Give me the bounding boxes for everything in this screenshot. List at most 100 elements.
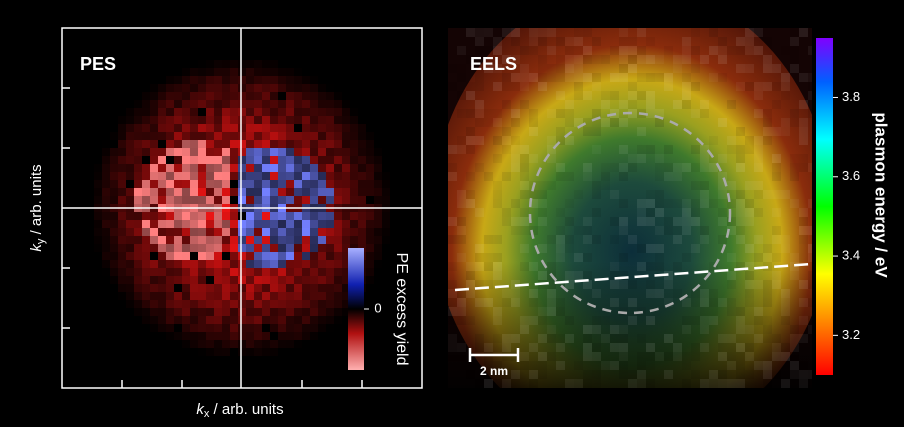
pes-pixel (230, 132, 238, 140)
eels-pixel (718, 208, 727, 217)
pes-pixel (150, 116, 158, 124)
eels-pixel (628, 298, 637, 307)
pes-pixel (294, 276, 302, 284)
eels-pixel (736, 82, 745, 91)
eels-pixel (763, 82, 772, 91)
eels-pixel (538, 64, 547, 73)
eels-pixel (511, 109, 520, 118)
pes-pixel (182, 148, 190, 156)
pes-pixel (110, 228, 118, 236)
eels-pixel (592, 235, 601, 244)
pes-pixel (262, 332, 270, 340)
eels-pixel (754, 235, 763, 244)
eels-pixel (781, 73, 790, 82)
pes-pixel (390, 236, 398, 244)
pes-pixel (134, 132, 142, 140)
eels-pixel (493, 154, 502, 163)
pes-pixel (190, 108, 198, 116)
pes-pixel (238, 52, 246, 60)
pes-pixel (158, 276, 166, 284)
pes-pixel (286, 156, 294, 164)
pes-pixel (166, 164, 174, 172)
eels-pixel (529, 361, 538, 370)
pes-pixel (174, 132, 182, 140)
pes-pixel (118, 188, 126, 196)
pes-pixel (198, 132, 206, 140)
pes-pixel (214, 124, 222, 132)
pes-pixel (374, 132, 382, 140)
pes-pixel (190, 252, 198, 260)
pes-pixel (174, 228, 182, 236)
eels-pixel (691, 82, 700, 91)
pes-pixel (158, 268, 166, 276)
pes-pixel (230, 164, 238, 172)
pes-pixel (230, 188, 238, 196)
pes-pixel (182, 196, 190, 204)
pes-pixel (294, 316, 302, 324)
pes-pixel (350, 100, 358, 108)
eels-pixel (583, 253, 592, 262)
eels-pixel (565, 316, 574, 325)
pes-pixel (334, 228, 342, 236)
pes-pixel (286, 76, 294, 84)
eels-pixel (763, 325, 772, 334)
pes-pixel (334, 116, 342, 124)
pes-pixel (358, 236, 366, 244)
pes-pixel (214, 340, 222, 348)
pes-pixel (334, 148, 342, 156)
pes-pixel (222, 340, 230, 348)
pes-pixel (214, 356, 222, 364)
pes-pixel (150, 148, 158, 156)
eels-pixel (700, 226, 709, 235)
pes-pixel (342, 156, 350, 164)
eels-colorbar-tick-label: 3.6 (842, 168, 860, 183)
pes-pixel (206, 124, 214, 132)
eels-pixel (457, 316, 466, 325)
eels-pixel (754, 136, 763, 145)
pes-pixel (238, 244, 246, 252)
eels-pixel (790, 64, 799, 73)
pes-pixel (150, 196, 158, 204)
eels-pixel (727, 181, 736, 190)
eels-pixel (799, 163, 808, 172)
pes-pixel (198, 332, 206, 340)
pes-pixel (310, 164, 318, 172)
pes-pixel (238, 252, 246, 260)
eels-pixel (520, 163, 529, 172)
eels-pixel (736, 235, 745, 244)
pes-pixel (310, 332, 318, 340)
pes-pixel (254, 244, 262, 252)
eels-colorbar-tick-label: 3.8 (842, 89, 860, 104)
pes-pixel (286, 324, 294, 332)
pes-pixel (286, 140, 294, 148)
pes-pixel (190, 116, 198, 124)
pes-pixel (174, 100, 182, 108)
pes-pixel (190, 348, 198, 356)
pes-pixel (198, 308, 206, 316)
pes-pixel (286, 220, 294, 228)
eels-pixel (601, 361, 610, 370)
eels-pixel (691, 298, 700, 307)
pes-pixel (278, 108, 286, 116)
pes-pixel (102, 244, 110, 252)
pes-pixel (350, 116, 358, 124)
eels-pixel (538, 244, 547, 253)
pes-pixel (278, 132, 286, 140)
pes-pixel (134, 156, 142, 164)
eels-pixel (718, 298, 727, 307)
eels-pixel (781, 244, 790, 253)
pes-pixel (238, 276, 246, 284)
eels-pixel (754, 82, 763, 91)
eels-pixel (502, 172, 511, 181)
eels-pixel (502, 73, 511, 82)
pes-pixel (326, 292, 334, 300)
pes-pixel (230, 148, 238, 156)
pes-pixel (150, 332, 158, 340)
eels-pixel (646, 91, 655, 100)
pes-pixel (134, 236, 142, 244)
pes-pixel (206, 300, 214, 308)
pes-pixel (198, 196, 206, 204)
eels-pixel (583, 343, 592, 352)
pes-pixel (238, 132, 246, 140)
pes-pixel (238, 188, 246, 196)
